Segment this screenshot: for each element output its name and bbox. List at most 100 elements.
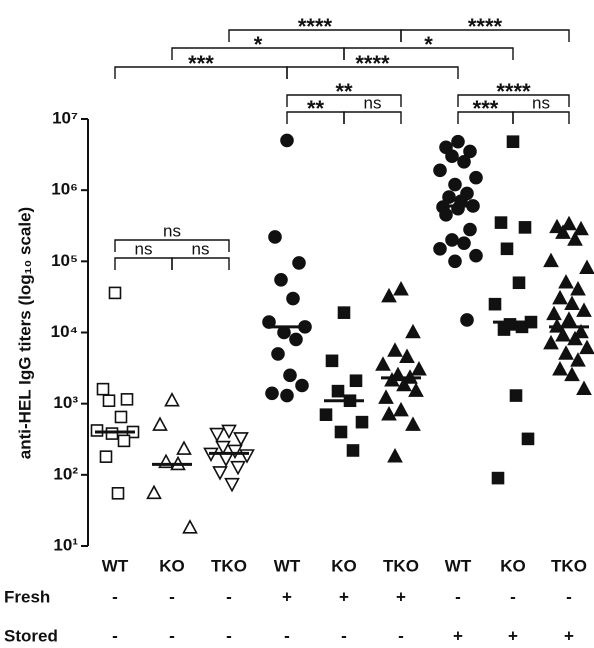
- dot: [209, 427, 225, 443]
- bracket-label: ****: [298, 14, 333, 39]
- dot: [387, 447, 403, 463]
- dot: [286, 291, 300, 306]
- dot: [445, 233, 459, 247]
- dot: [552, 289, 568, 305]
- condition-sign: +: [282, 587, 292, 606]
- dot: [564, 295, 580, 310]
- condition-sign: +: [453, 626, 463, 645]
- dot: [381, 287, 397, 303]
- dot: [579, 259, 594, 275]
- dot: [378, 389, 394, 404]
- dot: [543, 252, 559, 268]
- condition-sign: -: [455, 587, 461, 606]
- dot: [152, 416, 168, 431]
- bracket-label: ns: [163, 221, 181, 240]
- dot: [105, 427, 119, 440]
- bracket-label: *: [424, 32, 433, 57]
- bracket-label: ns: [532, 93, 550, 112]
- dot: [521, 432, 535, 446]
- dot: [274, 273, 288, 287]
- x-tick-label: TKO: [551, 556, 587, 575]
- dot: [90, 424, 104, 437]
- bracket-label: ****: [496, 79, 531, 104]
- dot: [334, 425, 348, 439]
- dot: [265, 386, 279, 401]
- dot: [405, 416, 421, 431]
- condition-sign: -: [226, 587, 232, 606]
- condition-sign: -: [566, 587, 572, 606]
- dot: [555, 224, 571, 239]
- dot: [451, 134, 465, 149]
- x-tick-label: KO: [159, 556, 185, 575]
- dot: [408, 382, 424, 397]
- dot: [576, 380, 592, 395]
- dot: [233, 432, 249, 447]
- bracket: [114, 239, 230, 252]
- condition-sign: +: [564, 626, 574, 645]
- dot: [488, 297, 502, 311]
- bracket: [457, 94, 570, 107]
- dot: [117, 434, 131, 448]
- dot: [500, 242, 514, 256]
- dot: [457, 236, 471, 250]
- condition-sign: -: [341, 626, 347, 645]
- y-tick-label: 10³: [53, 393, 78, 412]
- dot: [349, 374, 363, 388]
- condition-sign: +: [339, 587, 349, 606]
- dot: [96, 382, 110, 396]
- dot: [384, 372, 400, 387]
- dot: [460, 313, 474, 327]
- bracket: [286, 66, 459, 79]
- dot: [491, 471, 505, 485]
- y-tick-label: 10²: [53, 464, 78, 483]
- dot: [102, 394, 116, 408]
- dot: [549, 218, 565, 234]
- x-tick-label: WT: [102, 556, 129, 575]
- dot: [579, 339, 594, 355]
- dot: [442, 190, 456, 204]
- bracket: [400, 29, 570, 42]
- dot: [381, 406, 397, 421]
- dot: [555, 327, 571, 342]
- bracket: [343, 47, 514, 60]
- condition-sign: -: [398, 626, 404, 645]
- dot: [337, 306, 351, 319]
- dot: [283, 368, 297, 383]
- dot: [543, 334, 559, 350]
- dot: [512, 276, 526, 290]
- dot: [451, 201, 465, 216]
- y-tick-label: 10⁴: [51, 322, 78, 341]
- x-tick-label: WT: [274, 556, 301, 575]
- bracket-label: ***: [473, 96, 499, 121]
- dot: [469, 248, 483, 263]
- dot: [99, 450, 113, 463]
- condition-sign: -: [169, 626, 175, 645]
- dot: [570, 352, 586, 367]
- bracket-label: **: [335, 79, 353, 104]
- dot: [433, 163, 447, 178]
- bracket-label: ****: [355, 51, 390, 76]
- dot: [445, 149, 459, 164]
- dot: [212, 466, 228, 481]
- dot: [289, 332, 303, 347]
- dot: [393, 280, 409, 296]
- dot: [218, 452, 234, 468]
- dot: [558, 345, 574, 360]
- dot: [325, 354, 339, 368]
- dot: [393, 401, 409, 417]
- dot: [463, 222, 477, 237]
- dot: [497, 323, 511, 336]
- dot: [108, 286, 122, 300]
- dot: [576, 302, 592, 317]
- bracket-label: **: [307, 96, 325, 121]
- dot: [221, 424, 237, 440]
- dot: [114, 410, 128, 424]
- bracket: [171, 257, 230, 270]
- dot: [120, 393, 134, 406]
- dot: [573, 323, 589, 339]
- dot: [405, 323, 421, 339]
- dot: [182, 519, 198, 534]
- dot: [375, 356, 391, 371]
- bracket-label: *: [254, 32, 263, 57]
